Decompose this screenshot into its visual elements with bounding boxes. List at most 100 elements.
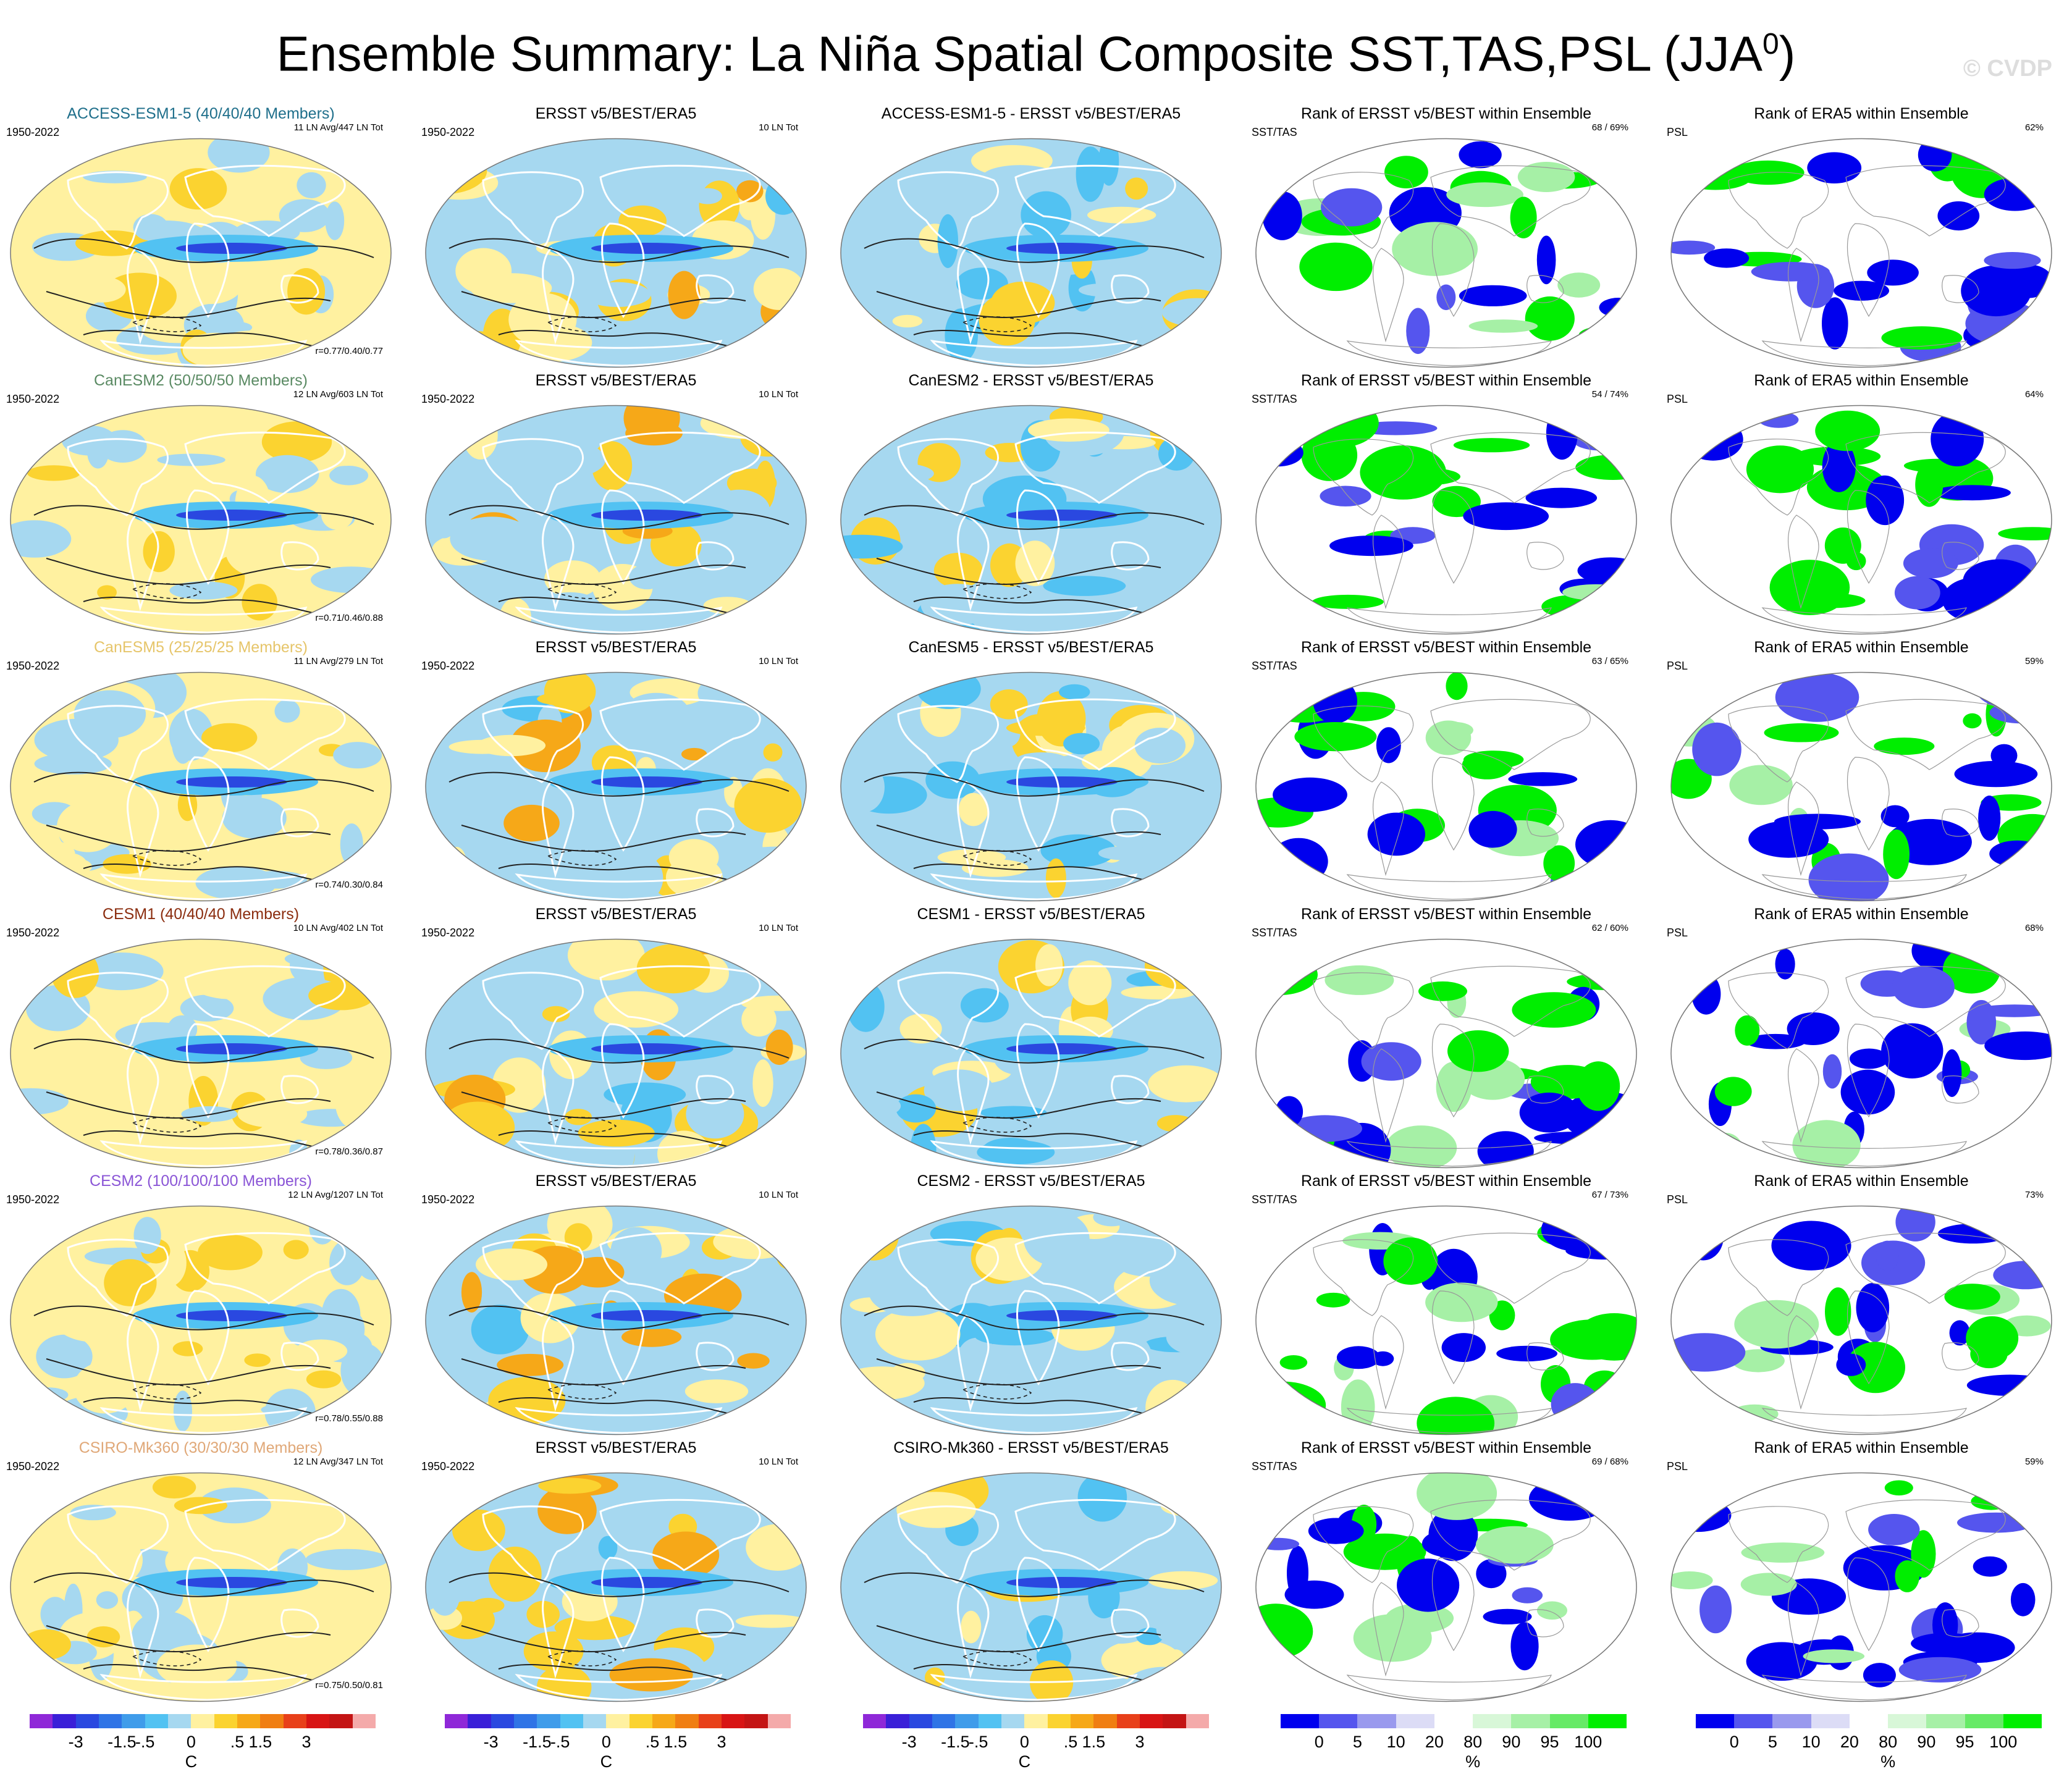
anomaly-patch [36, 1334, 93, 1379]
continent-outline [599, 1498, 761, 1571]
colorbar-tick-label: 80 [1463, 1733, 1483, 1751]
continent-outline [127, 781, 159, 878]
colorbar-swatch [468, 1714, 492, 1728]
continent-outline [1761, 1408, 1967, 1434]
panel-r1-c3: ACCESS-ESM1-5 - ERSST v5/BEST/ERA5 [830, 105, 1232, 371]
anomaly-patch [865, 421, 890, 439]
continent-outline [1787, 1582, 1819, 1677]
anomaly-patch [340, 823, 363, 866]
anomaly-patch [1836, 1353, 1866, 1376]
colorbar-swatch [1186, 1714, 1210, 1728]
enso-core [591, 1577, 702, 1588]
anomaly-patch [1263, 327, 1291, 368]
anomaly-patch [668, 271, 701, 319]
anomaly-patch [1119, 1258, 1181, 1277]
rank-percentage: 64% [2024, 389, 2044, 400]
anomaly-patch [960, 988, 1009, 1023]
anomaly-patch [990, 689, 1028, 720]
anomaly-patch [1984, 177, 2046, 211]
colorbar-swatch [53, 1714, 77, 1728]
psl-contour-negative [546, 316, 617, 332]
colorbar-swatch [722, 1714, 745, 1728]
anomaly-patch [848, 1209, 899, 1261]
map-border [1670, 138, 2052, 368]
anomaly-patch [322, 1481, 378, 1502]
map-field [1671, 405, 2052, 634]
anomaly-patch [432, 510, 457, 539]
colorbar-unit: C [1018, 1752, 1031, 1771]
rank-title: Rank of ERSST v5/BEST within Ensemble [1300, 1172, 1592, 1190]
pattern-correlation: r=0.77/0.40/0.77 [315, 346, 383, 356]
colorbar-tick-label: 1.5 [663, 1733, 688, 1751]
anomaly-patch [171, 718, 195, 764]
period-label: 1950-2022 [6, 393, 60, 405]
anomaly-patch [1336, 1346, 1381, 1369]
continent-outline [1313, 972, 1414, 1049]
continent-outline [1847, 490, 1890, 584]
anomaly-patch [1519, 1092, 1579, 1133]
anomaly-patch [1704, 248, 1750, 268]
psl-contour [46, 1358, 331, 1385]
anomaly-patch [1903, 548, 1958, 579]
anomaly-patch [450, 516, 534, 561]
continent-outline [1761, 874, 1967, 900]
psl-contour [449, 1572, 790, 1597]
continent-outline [515, 606, 723, 634]
anomaly-patch [1023, 1211, 1090, 1266]
variable-label: PSL [1667, 927, 1688, 939]
anomaly-patch [846, 981, 885, 1032]
anomaly-patch [1933, 485, 2011, 501]
anomaly-patch [462, 1473, 493, 1498]
rank-percentage: 62% [2024, 122, 2044, 133]
colorbar-swatch [1281, 1714, 1320, 1728]
continent-outline [1111, 1342, 1150, 1371]
period-label: 1950-2022 [421, 393, 475, 405]
psl-contour [864, 1038, 1205, 1064]
anomaly-patch [1040, 834, 1116, 867]
colorbar-swatch [30, 1714, 53, 1728]
anomaly-patch [446, 847, 467, 881]
continent-outline [1728, 972, 1829, 1049]
continent-outline [1847, 1290, 1890, 1385]
continent-outline [696, 1075, 735, 1104]
anomaly-patch [1775, 672, 1859, 722]
period-label: 1950-2022 [421, 927, 475, 939]
continent-outline [1728, 705, 1829, 783]
anomaly-patch [56, 1302, 135, 1342]
map-border [1255, 405, 1637, 635]
colorbar-swatch [1511, 1714, 1551, 1728]
map-col3 [840, 138, 1222, 368]
enso-core [176, 510, 287, 521]
anomaly-patch [1881, 326, 1963, 350]
anomaly-patch [1397, 1558, 1460, 1612]
psl-contour [33, 771, 374, 797]
continent-outline [1942, 1609, 1979, 1637]
panel-r6-c3: CSIRO-Mk360 - ERSST v5/BEST/ERA5 [830, 1439, 1232, 1705]
colorbar-swatch [652, 1714, 676, 1728]
map-border [10, 938, 392, 1169]
continent-outline [1346, 1408, 1552, 1434]
anomaly-patch [1446, 672, 1468, 700]
continent-outline [542, 247, 575, 345]
colorbar-swatch [329, 1714, 353, 1728]
anomaly-patch [1459, 285, 1527, 306]
anomaly-patch [1459, 141, 1502, 169]
continent-outline [1728, 1239, 1829, 1316]
anomaly-patch [544, 560, 601, 597]
panel-r2-c5: Rank of ERA5 within Ensemble PSL 64% [1661, 372, 2062, 637]
anomaly-patch [757, 1331, 777, 1353]
anomaly-patch [2010, 1582, 2036, 1616]
anomaly-patch [255, 455, 319, 494]
colorbar-swatch [1772, 1714, 1812, 1728]
anomaly-patch [1769, 560, 1850, 615]
continent-outline [599, 1232, 761, 1305]
anomaly-patch [537, 692, 589, 705]
rank-title: Rank of ERA5 within Ensemble [1754, 105, 1969, 122]
anomaly-patch [1884, 1480, 1913, 1496]
anomaly-patch [479, 784, 521, 801]
anomaly-patch [1035, 944, 1063, 986]
anomaly-patch [133, 214, 169, 241]
continent-outline [1431, 223, 1475, 317]
colorbar-swatch [1965, 1714, 2004, 1728]
anomaly-patch [175, 950, 248, 981]
